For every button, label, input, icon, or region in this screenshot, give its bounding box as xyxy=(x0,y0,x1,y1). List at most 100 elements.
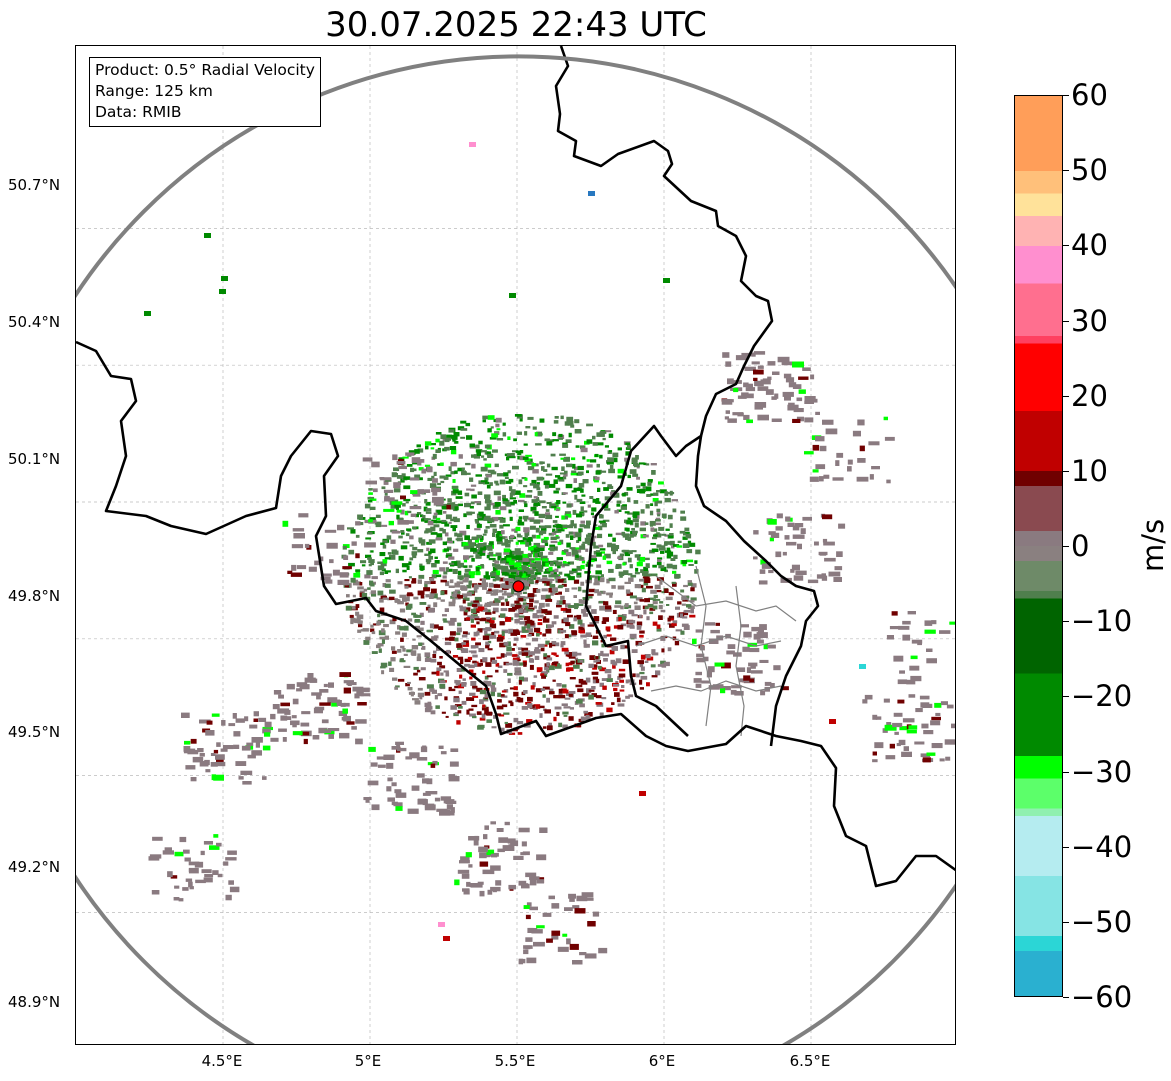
velocity-echo xyxy=(915,708,923,713)
velocity-echo xyxy=(468,511,475,514)
velocity-echo xyxy=(725,361,732,367)
velocity-echo xyxy=(464,658,471,663)
velocity-echo xyxy=(499,621,505,626)
velocity-echo xyxy=(513,637,519,641)
velocity-echo xyxy=(435,432,442,435)
velocity-echo xyxy=(351,541,357,546)
velocity-echo xyxy=(505,662,513,666)
velocity-echo xyxy=(571,490,577,493)
velocity-echo xyxy=(457,575,464,580)
velocity-echo xyxy=(668,535,674,539)
radar-map-canvas[interactable] xyxy=(76,46,956,1045)
velocity-echo xyxy=(450,748,459,752)
velocity-echo xyxy=(336,700,342,706)
velocity-echo xyxy=(946,704,954,709)
velocity-echo xyxy=(541,609,548,614)
velocity-echo xyxy=(524,518,528,522)
velocity-echo xyxy=(416,773,425,778)
velocity-echo xyxy=(531,507,537,510)
velocity-echo xyxy=(587,504,591,508)
velocity-echo xyxy=(627,512,633,515)
velocity-echo xyxy=(514,667,521,672)
velocity-echo xyxy=(655,517,661,521)
velocity-echo xyxy=(651,573,657,577)
velocity-echo xyxy=(552,524,557,528)
velocity-echo xyxy=(507,592,514,597)
velocity-echo xyxy=(787,404,799,411)
velocity-echo xyxy=(590,575,595,578)
colorbar-tick-label: 0 xyxy=(1071,529,1090,563)
velocity-echo xyxy=(470,681,477,686)
velocity-echo xyxy=(508,478,514,483)
velocity-echo xyxy=(395,805,403,811)
velocity-echo xyxy=(358,623,363,628)
velocity-echo xyxy=(594,589,599,594)
velocity-echo xyxy=(546,662,550,667)
velocity-echo xyxy=(388,520,394,526)
velocity-echo xyxy=(466,709,470,715)
velocity-echo xyxy=(599,432,604,436)
velocity-echo xyxy=(453,432,460,437)
velocity-echo xyxy=(456,627,462,633)
velocity-echo xyxy=(509,539,514,542)
velocity-echo xyxy=(405,602,409,606)
velocity-echo xyxy=(522,561,530,565)
velocity-echo xyxy=(462,599,466,604)
velocity-echo xyxy=(291,564,297,571)
velocity-echo xyxy=(552,528,556,532)
velocity-echo xyxy=(930,720,941,726)
velocity-echo xyxy=(600,650,604,655)
velocity-echo xyxy=(424,581,431,585)
velocity-echo xyxy=(681,623,689,627)
velocity-echo xyxy=(389,589,396,594)
velocity-echo xyxy=(636,476,640,480)
velocity-echo xyxy=(465,472,471,475)
velocity-echo xyxy=(722,352,730,358)
velocity-echo xyxy=(350,621,354,625)
velocity-echo xyxy=(617,624,624,630)
velocity-echo xyxy=(542,644,548,647)
velocity-echo xyxy=(665,596,673,601)
velocity-echo xyxy=(889,743,895,749)
velocity-echo xyxy=(581,892,594,898)
velocity-echo xyxy=(924,629,936,634)
velocity-echo xyxy=(301,711,311,715)
velocity-echo xyxy=(481,578,486,584)
velocity-echo xyxy=(516,598,520,602)
velocity-echo xyxy=(641,587,646,593)
velocity-echo xyxy=(363,588,368,592)
velocity-echo xyxy=(314,706,325,711)
velocity-echo xyxy=(425,594,430,598)
velocity-echo xyxy=(666,551,674,557)
velocity-echo xyxy=(622,562,626,566)
velocity-echo xyxy=(213,749,219,754)
velocity-echo xyxy=(689,614,696,618)
velocity-echo xyxy=(666,542,672,545)
velocity-echo xyxy=(519,455,525,461)
radar-map[interactable] xyxy=(75,45,956,1045)
velocity-echo xyxy=(647,479,653,484)
velocity-echo xyxy=(419,602,427,605)
velocity-echo xyxy=(555,487,561,491)
velocity-echo xyxy=(540,594,548,600)
velocity-echo xyxy=(682,543,690,548)
velocity-echo xyxy=(211,713,220,717)
velocity-echo xyxy=(405,533,410,537)
velocity-echo xyxy=(735,355,748,361)
velocity-echo xyxy=(457,467,464,472)
velocity-echo xyxy=(417,549,424,553)
velocity-echo xyxy=(430,447,435,450)
velocity-echo xyxy=(629,564,633,569)
velocity-echo xyxy=(508,560,515,565)
velocity-echo xyxy=(204,233,211,238)
velocity-echo xyxy=(785,361,796,366)
velocity-echo xyxy=(433,501,444,506)
velocity-echo xyxy=(553,560,559,563)
velocity-echo xyxy=(545,603,550,607)
velocity-echo xyxy=(859,445,865,452)
velocity-echo xyxy=(580,581,585,586)
velocity-echo xyxy=(519,958,526,964)
velocity-echo xyxy=(482,869,495,875)
velocity-echo xyxy=(515,576,521,581)
velocity-echo xyxy=(319,702,331,706)
